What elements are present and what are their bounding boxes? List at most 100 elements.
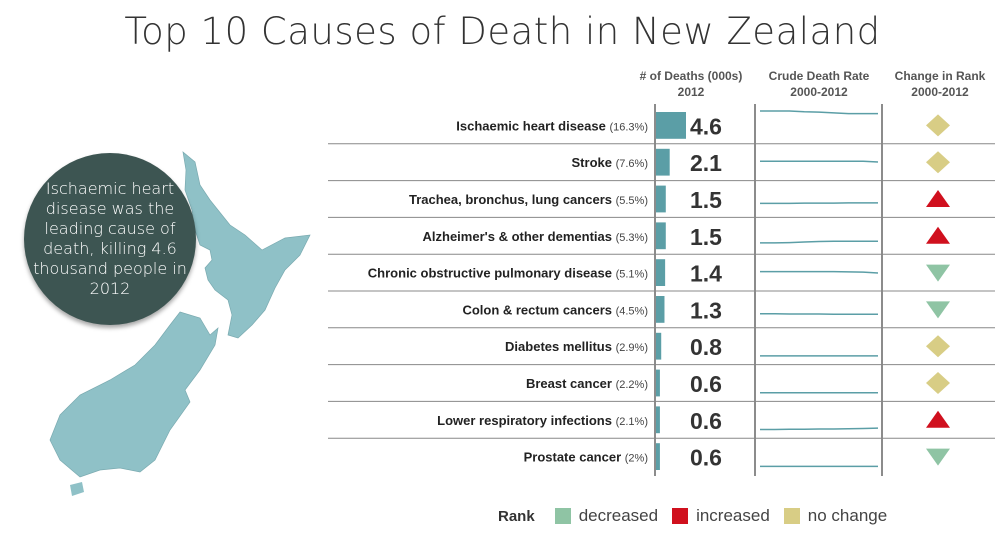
rank-decreased-icon: [926, 448, 950, 466]
header-rank-label: Change in Rank: [894, 69, 986, 83]
death-bar: [656, 443, 660, 470]
death-value: 1.5: [690, 224, 722, 250]
table-row: Lower respiratory infections (2.1%) 0.6: [328, 406, 995, 439]
legend-swatch-no-change: [783, 508, 800, 524]
new-zealand-map: [49, 151, 311, 496]
cause-name: Chronic obstructive pulmonary disease: [368, 266, 616, 281]
death-rate-sparkline: [760, 202, 878, 205]
death-rate-sparkline: [760, 313, 878, 316]
cause-percent: (2.9%): [616, 342, 648, 354]
cause-percent: (5.5%): [616, 195, 648, 207]
north-island: [182, 151, 311, 339]
table-row: Prostate cancer (2%) 0.6: [524, 443, 950, 471]
legend-title: Rank: [498, 507, 535, 525]
death-value: 1.4: [690, 261, 722, 287]
cause-name: Diabetes mellitus: [505, 339, 616, 354]
cause-percent: (2.1%): [616, 416, 648, 428]
header-deaths: # of Deaths (000s) 2012: [632, 68, 750, 100]
rank-increased-icon: [926, 410, 950, 428]
cause-label: Stroke (7.6%): [572, 155, 648, 170]
cause-label: Lower respiratory infections (2.1%): [437, 413, 648, 428]
header-rate-years: 2000-2012: [790, 85, 848, 99]
death-value: 0.6: [690, 445, 722, 471]
death-rate-sparkline: [760, 240, 878, 244]
callout-bubble: Ischaemic heart disease was the leading …: [24, 153, 196, 325]
cause-percent: (5.1%): [616, 269, 648, 281]
cause-label: Diabetes mellitus (2.9%): [505, 339, 648, 354]
death-value: 0.6: [690, 408, 722, 434]
death-value: 4.6: [690, 113, 722, 139]
rank-decreased-icon: [926, 264, 950, 282]
death-value: 1.3: [690, 297, 722, 323]
legend-swatch-increased: [672, 508, 689, 524]
death-bar: [656, 148, 670, 176]
rank-increased-icon: [926, 226, 950, 244]
cause-name: Breast cancer: [526, 376, 616, 391]
cause-name: Trachea, bronchus, lung cancers: [409, 192, 616, 207]
cause-percent: (2.2%): [616, 379, 648, 391]
cause-name: Alzheimer's & other dementias: [423, 229, 616, 244]
rank-no-change-icon: [926, 114, 950, 137]
rank-no-change-icon: [926, 151, 950, 174]
death-bar: [656, 296, 665, 323]
death-bar: [656, 259, 666, 286]
table-row: Trachea, bronchus, lung cancers (5.5%) 1.…: [328, 185, 995, 218]
table-row: Chronic obstructive pulmonary disease (5…: [328, 259, 995, 292]
cause-name: Stroke: [572, 155, 616, 170]
death-value: 2.1: [690, 150, 722, 176]
cause-label: Colon & rectum cancers (4.5%): [462, 302, 648, 317]
cause-label: Breast cancer (2.2%): [526, 376, 648, 391]
cause-label: Chronic obstructive pulmonary disease (5…: [368, 266, 648, 281]
cause-name: Ischaemic heart disease: [456, 118, 609, 133]
legend: Rank decreased increased no change: [498, 506, 887, 526]
death-bar: [656, 222, 666, 250]
death-bar: [656, 406, 660, 434]
death-value: 0.6: [690, 371, 722, 397]
cause-percent: (4.5%): [616, 305, 648, 317]
cause-percent: (7.6%): [616, 158, 648, 170]
cause-name: Prostate cancer: [524, 450, 625, 465]
table-row: Ischaemic heart disease (16.3%) 4.6: [328, 110, 995, 145]
rank-no-change-icon: [926, 372, 950, 394]
header-deaths-label: # of Deaths (000s): [639, 69, 743, 83]
death-bar: [656, 369, 660, 397]
death-value: 1.5: [690, 187, 722, 213]
rank-no-change-icon: [926, 335, 950, 358]
death-bar: [656, 185, 666, 213]
legend-label-no-change: no change: [807, 506, 888, 525]
cause-percent: (16.3%): [609, 121, 648, 133]
death-value: 0.8: [690, 334, 722, 360]
cause-percent: (2%): [625, 453, 648, 465]
header-rate: Crude Death Rate 2000-2012: [757, 68, 881, 100]
death-bar: [656, 332, 662, 360]
stewart-island: [70, 482, 84, 496]
cause-name: Colon & rectum cancers: [462, 302, 615, 317]
chart-title: Top 10 Causes of Death in New Zealand: [124, 10, 881, 53]
header-deaths-year: 2012: [677, 85, 705, 99]
cause-label: Trachea, bronchus, lung cancers (5.5%): [409, 192, 648, 207]
death-rate-sparkline: [760, 110, 878, 115]
south-island: [49, 311, 219, 478]
death-bar: [656, 112, 686, 139]
table-row: Stroke (7.6%) 2.1: [328, 148, 995, 182]
header-rank-years: 2000-2012: [911, 85, 969, 99]
cause-name: Lower respiratory infections: [437, 413, 615, 428]
rank-decreased-icon: [926, 301, 950, 319]
death-rate-sparkline: [760, 427, 879, 431]
table-row: Diabetes mellitus (2.9%) 0.8: [328, 332, 995, 366]
cause-label: Prostate cancer (2%): [524, 450, 648, 465]
table-row: Breast cancer (2.2%) 0.6: [328, 369, 995, 402]
death-rate-sparkline: [760, 270, 879, 274]
table-row: Colon & rectum cancers (4.5%) 1.3: [328, 296, 995, 329]
legend-swatch-decreased: [554, 508, 571, 524]
header-rank: Change in Rank 2000-2012: [884, 68, 996, 100]
cause-label: Ischaemic heart disease (16.3%): [456, 118, 648, 133]
cause-label: Alzheimer's & other dementias (5.3%): [423, 229, 649, 244]
header-rate-label: Crude Death Rate: [768, 69, 870, 83]
cause-percent: (5.3%): [616, 232, 648, 244]
table-row: Alzheimer's & other dementias (5.3%) 1.5: [328, 222, 995, 255]
rank-increased-icon: [926, 190, 950, 207]
death-rate-sparkline: [760, 160, 879, 163]
